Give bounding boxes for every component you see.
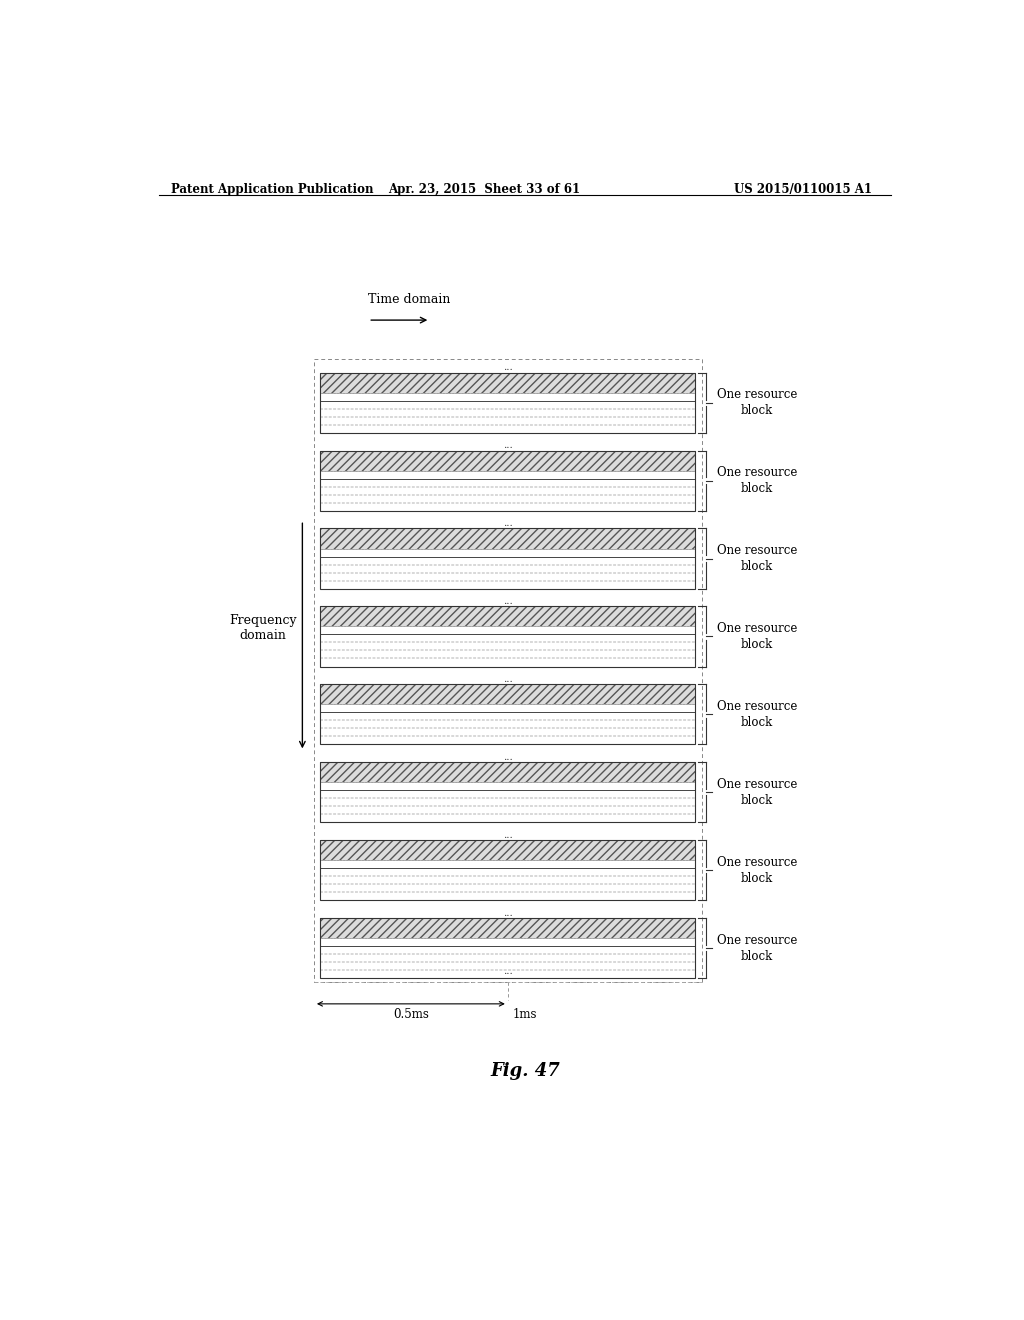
Bar (321, 549, 695, 589)
Bar (321, 684, 695, 744)
Text: One resource
block: One resource block (717, 544, 798, 573)
Text: One resource
block: One resource block (717, 466, 798, 495)
Bar (321, 392, 695, 433)
Bar (321, 705, 695, 744)
Bar (321, 372, 695, 392)
Bar (321, 684, 695, 705)
Text: Time domain: Time domain (369, 293, 451, 306)
Text: ...: ... (503, 752, 513, 762)
Bar (321, 841, 695, 900)
Bar (321, 627, 695, 667)
Bar (321, 528, 695, 549)
Text: 1ms: 1ms (512, 1008, 537, 1022)
Text: US 2015/0110015 A1: US 2015/0110015 A1 (734, 183, 872, 197)
Text: 0.5ms: 0.5ms (393, 1008, 429, 1022)
Text: One resource
block: One resource block (717, 622, 798, 651)
Bar (321, 450, 695, 511)
Text: ...: ... (503, 908, 513, 917)
Bar (321, 919, 695, 939)
Bar (321, 528, 695, 589)
Text: Patent Application Publication: Patent Application Publication (171, 183, 373, 197)
Bar (321, 470, 695, 511)
Text: One resource
block: One resource block (717, 388, 798, 417)
Bar (314, 359, 701, 982)
Text: Frequency
domain: Frequency domain (229, 614, 297, 642)
Text: One resource
block: One resource block (717, 700, 798, 729)
Text: Apr. 23, 2015  Sheet 33 of 61: Apr. 23, 2015 Sheet 33 of 61 (388, 183, 581, 197)
Text: ...: ... (503, 519, 513, 528)
Text: Fig. 47: Fig. 47 (489, 1061, 560, 1080)
Text: One resource
block: One resource block (717, 777, 798, 807)
Bar (321, 606, 695, 627)
Bar (321, 372, 695, 433)
Text: ...: ... (503, 363, 513, 372)
Text: ...: ... (503, 675, 513, 684)
Bar (321, 939, 695, 978)
Bar (321, 919, 695, 978)
Text: ...: ... (503, 830, 513, 840)
Text: One resource
block: One resource block (717, 855, 798, 884)
Bar (321, 783, 695, 822)
Bar (321, 606, 695, 667)
Bar (321, 763, 695, 822)
Bar (321, 861, 695, 900)
Text: One resource
block: One resource block (717, 933, 798, 962)
Bar (321, 763, 695, 783)
Text: ...: ... (503, 968, 513, 977)
Text: ...: ... (503, 597, 513, 606)
Text: ...: ... (503, 441, 513, 450)
Bar (321, 450, 695, 470)
Bar (321, 841, 695, 861)
